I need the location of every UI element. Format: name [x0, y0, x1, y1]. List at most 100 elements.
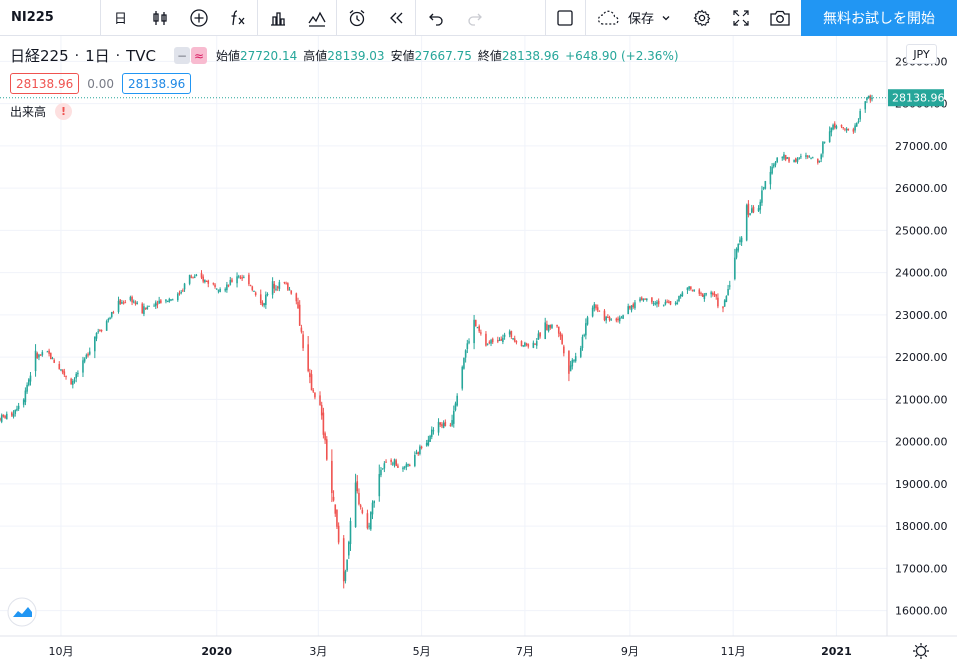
price-chart[interactable]: 16000.00 17000.00 18000.00 19000.00 20000.00… [0, 36, 957, 665]
candle-body [788, 157, 790, 162]
candle-body [823, 141, 826, 143]
snapshot-camera-icon[interactable] [760, 0, 799, 36]
currency-label[interactable]: JPY [906, 44, 937, 64]
candle-body [72, 381, 74, 385]
candle-body [844, 128, 846, 130]
legend-separator: · [115, 47, 121, 64]
candle-body [828, 131, 831, 142]
candle-body [585, 323, 587, 336]
replay-rewind-icon[interactable] [376, 0, 415, 36]
last-price-tag-bg [888, 89, 944, 107]
price-tick-label: 22000.00 [895, 351, 948, 364]
alert-clock-icon[interactable] [337, 0, 376, 36]
legend-change: +648.90 (+2.36%) [565, 48, 679, 63]
candle-body [430, 429, 433, 437]
sell-price-box[interactable]: 28138.96 [10, 73, 80, 94]
candle-body [842, 127, 845, 129]
time-axis[interactable]: 10月 2020 3月 5月 7月 9月 11月 2021 [48, 645, 851, 658]
candle-body [427, 439, 430, 446]
indicators-fx-icon[interactable] [218, 0, 257, 36]
tradingview-logo[interactable] [7, 597, 37, 627]
candle-body [385, 461, 387, 463]
candle-body [800, 156, 802, 158]
candle-body [544, 322, 547, 340]
candle-body [295, 293, 298, 302]
candle-body [735, 248, 738, 258]
candle-body [703, 295, 706, 300]
compare-plus-icon[interactable] [179, 0, 218, 36]
candle-body [393, 459, 396, 465]
candle-body [371, 502, 374, 515]
candle-body [503, 334, 506, 337]
candle-body [739, 239, 741, 242]
data-delay-badge[interactable]: ≈ [191, 47, 207, 64]
time-axis-settings-icon[interactable] [913, 643, 929, 659]
candle-body [822, 142, 824, 154]
chart-legend[interactable]: 日経225 · 1日 · TVC − ≈ 始値27720.14 高値28139.… [10, 45, 679, 66]
candle-body [41, 352, 44, 356]
candle-body [298, 304, 301, 326]
candle-body [786, 157, 789, 159]
candle-body [153, 305, 155, 307]
toolbar-divider [257, 0, 258, 36]
candle-body [691, 290, 694, 292]
candle-body [285, 283, 287, 285]
candle-body [485, 333, 487, 346]
buy-price-box[interactable]: 28138.96 [121, 73, 192, 94]
hide-legend-button[interactable]: − [174, 47, 190, 64]
candle-body [356, 481, 359, 492]
candle-body [265, 294, 267, 305]
candle-body [322, 412, 325, 435]
save-button[interactable]: 保存 [586, 0, 682, 36]
volume-warning-icon[interactable]: ! [55, 103, 73, 120]
fullscreen-icon[interactable] [721, 0, 760, 36]
candle-body [158, 300, 160, 304]
candle-body [124, 302, 127, 304]
candle-body [464, 350, 467, 358]
candle-body [764, 181, 767, 189]
candle-body [395, 460, 398, 467]
candle-body [512, 338, 514, 340]
redo-icon[interactable] [455, 0, 494, 36]
interval-button[interactable]: 日 [113, 12, 127, 27]
candle-body [215, 288, 218, 290]
candles-icon[interactable] [140, 0, 179, 36]
candle-body [236, 276, 238, 284]
legend-close: 終値28138.96 [477, 49, 560, 63]
price-axis[interactable]: 16000.00 17000.00 18000.00 19000.00 20000.00… [895, 55, 948, 617]
candle-body [380, 469, 382, 476]
time-tick-label: 9月 [621, 645, 639, 658]
candle-body [674, 302, 677, 304]
candle-body [132, 301, 135, 303]
volume-study-label[interactable]: 出来高 ! [10, 103, 73, 120]
candle-body [845, 129, 848, 131]
candle-body [122, 302, 125, 304]
candle-body [480, 332, 482, 334]
time-tick-label: 11月 [721, 645, 746, 658]
templates-bars-icon[interactable] [258, 0, 297, 36]
undo-icon[interactable] [416, 0, 455, 36]
candle-body [87, 353, 89, 356]
candle-body [798, 157, 800, 159]
candle-body [639, 298, 641, 302]
layout-square-icon[interactable] [546, 0, 585, 36]
candle-body [783, 154, 785, 159]
candle-body [757, 208, 760, 212]
candle-body [217, 290, 220, 292]
candle-body [747, 203, 750, 215]
legend-high: 高値28139.03 [303, 49, 385, 63]
candle-body [16, 408, 18, 411]
candle-body [808, 156, 811, 158]
candle-body [681, 292, 684, 297]
candle-body [750, 208, 753, 213]
candle-body [144, 307, 147, 309]
start-free-trial-button[interactable]: 無料お試しを開始 [801, 0, 957, 36]
candle-body [402, 467, 404, 470]
candle-body [207, 280, 210, 284]
layouts-chart-icon[interactable] [297, 0, 336, 36]
settings-gear-icon[interactable] [682, 0, 721, 36]
price-tick-label: 27000.00 [895, 140, 948, 153]
candle-body [381, 468, 384, 470]
symbol-search-button[interactable]: NI225 [11, 10, 54, 25]
candle-body [417, 451, 420, 455]
